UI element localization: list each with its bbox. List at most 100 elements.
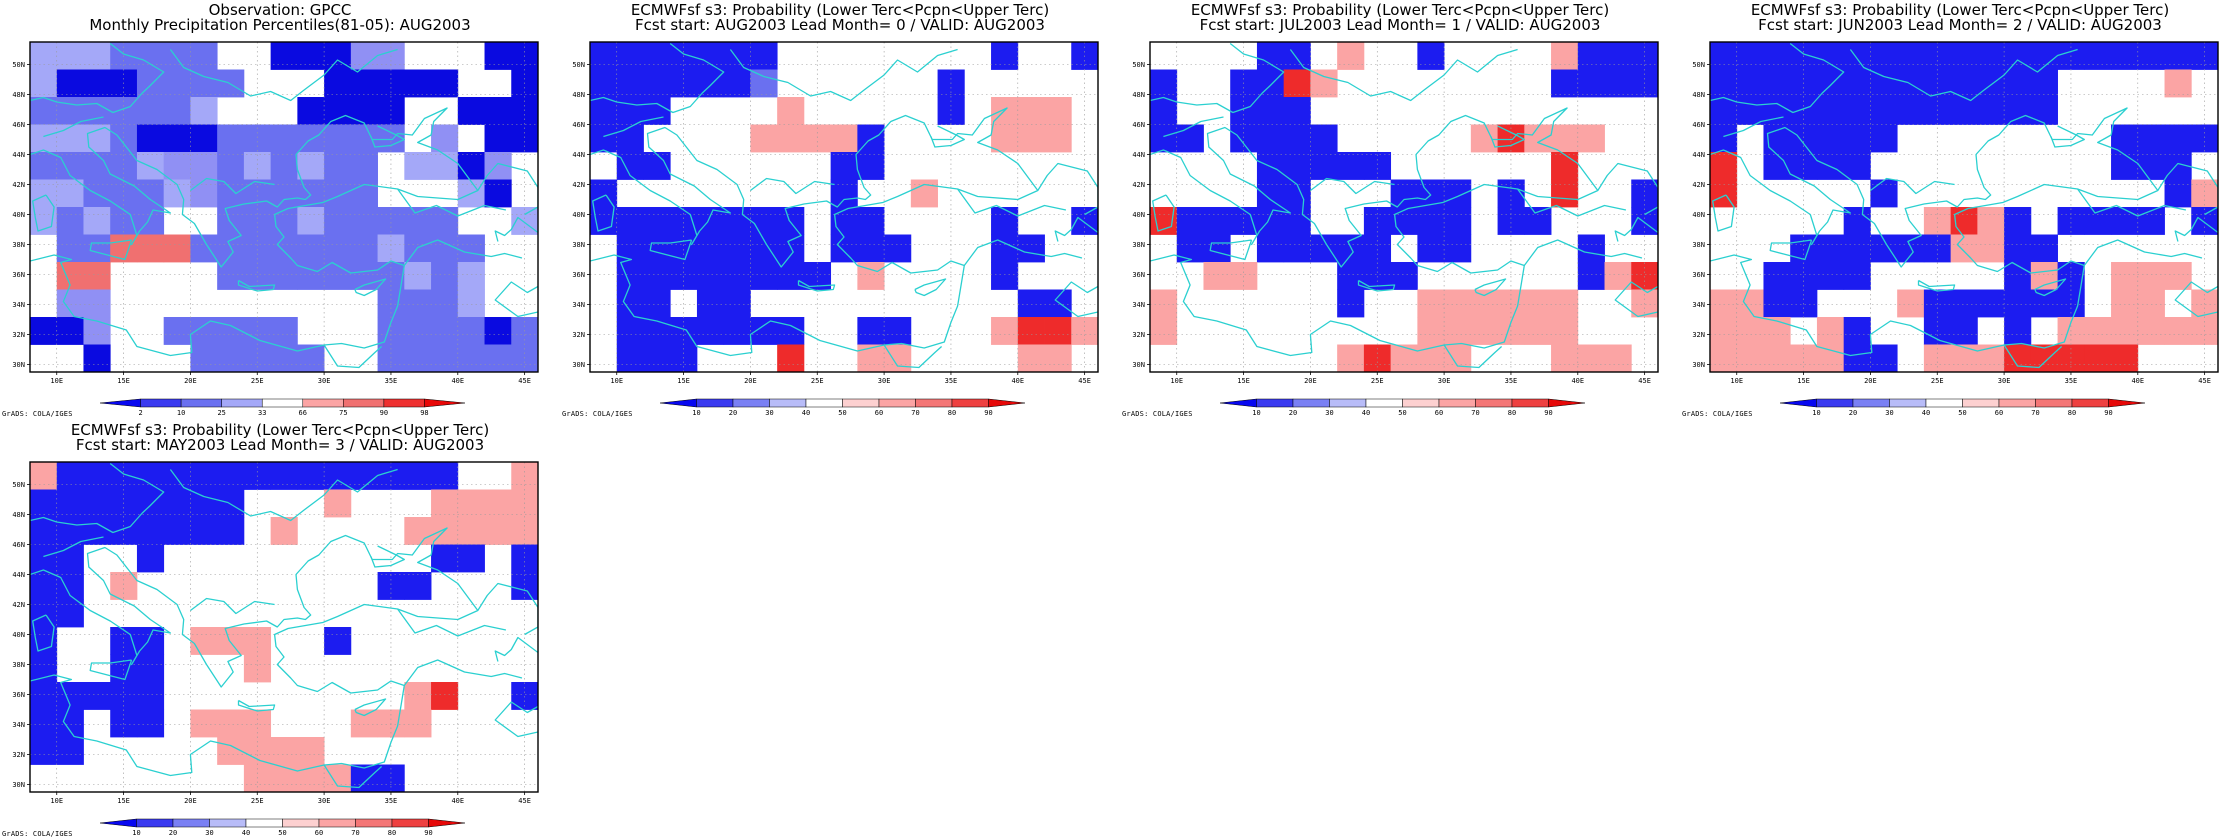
grid-cell bbox=[297, 764, 325, 793]
map-frame bbox=[29, 461, 539, 793]
grid-cell bbox=[404, 517, 432, 545]
grid-cell bbox=[1524, 124, 1552, 153]
coastline bbox=[30, 527, 479, 777]
grid-cell bbox=[431, 489, 459, 518]
grid-cell bbox=[2030, 97, 2058, 125]
grid-cell bbox=[1604, 69, 1632, 98]
grads-credit: GrADS: COLA/IGES bbox=[1682, 410, 1753, 418]
color-bar-segment bbox=[302, 398, 344, 408]
lat-label: 36N bbox=[1132, 271, 1145, 279]
grid-cell bbox=[270, 179, 298, 208]
grid-cell bbox=[750, 234, 778, 263]
coastline bbox=[1054, 281, 1098, 318]
grid-cell bbox=[1790, 234, 1818, 263]
grid-cell bbox=[163, 152, 191, 180]
coastline bbox=[750, 177, 835, 195]
lat-label: 46N bbox=[1692, 121, 1705, 129]
grid-cell bbox=[2137, 317, 2165, 345]
color-bar-label: 40 bbox=[802, 409, 810, 417]
grid-cell bbox=[136, 69, 165, 98]
lat-label: 36N bbox=[12, 271, 25, 279]
grid-cell bbox=[484, 344, 512, 373]
color-bar-segment bbox=[391, 818, 429, 828]
grid-cell bbox=[1816, 344, 1845, 373]
grid-cell bbox=[136, 462, 165, 490]
grid-cell bbox=[324, 124, 352, 153]
grid-cell bbox=[2111, 152, 2139, 180]
lat-label: 38N bbox=[572, 241, 585, 249]
grid-cell bbox=[1790, 152, 1818, 180]
color-bar-label: 10 bbox=[132, 829, 140, 837]
grid-cell bbox=[2030, 42, 2058, 70]
grid-cell bbox=[1497, 124, 1525, 153]
coastline bbox=[1490, 125, 1525, 148]
grid-cell bbox=[2030, 262, 2058, 290]
grid-cell bbox=[431, 317, 459, 345]
grid-cell bbox=[270, 344, 298, 373]
lon-label: 25E bbox=[1371, 377, 1384, 385]
grid-cell bbox=[1150, 289, 1178, 318]
grid-cell bbox=[1816, 317, 1845, 345]
grid-cell bbox=[696, 317, 725, 345]
lat-label: 40N bbox=[1692, 211, 1705, 219]
color-bar-cap bbox=[1548, 398, 1586, 408]
grid-cell bbox=[884, 344, 912, 373]
grid-cell bbox=[991, 234, 1019, 263]
grid-cell bbox=[643, 344, 671, 373]
lat-label: 50N bbox=[12, 61, 25, 69]
lon-label: 15E bbox=[677, 377, 690, 385]
grid-cell bbox=[1283, 124, 1311, 153]
grid-cell bbox=[163, 97, 191, 125]
grid-cell bbox=[270, 152, 298, 180]
grid-cell bbox=[616, 234, 644, 263]
grid-cell bbox=[30, 709, 58, 738]
color-bar-segment bbox=[221, 398, 263, 408]
coastline bbox=[1614, 281, 1658, 318]
grid-cell bbox=[2191, 124, 2219, 153]
grid-cell bbox=[350, 152, 378, 180]
lat-label: 34N bbox=[12, 721, 25, 729]
color-bar-label: 70 bbox=[911, 409, 919, 417]
grid-cell bbox=[297, 152, 325, 180]
precipitation-map: 50N 48N 46N 44N 42N 40N 38N 36N 34N 32N 30N 10E 15E 2… bbox=[12, 461, 539, 837]
grid-cell bbox=[1843, 234, 1871, 263]
lat-label: 34N bbox=[12, 301, 25, 309]
lat-label: 34N bbox=[1132, 301, 1145, 309]
coastline bbox=[89, 239, 133, 261]
lat-label: 44N bbox=[12, 151, 25, 159]
coastline bbox=[169, 48, 398, 102]
lon-label: 40E bbox=[1011, 377, 1024, 385]
grid-cell bbox=[1150, 97, 1178, 125]
grid-cell bbox=[217, 179, 245, 208]
coastline bbox=[1614, 216, 1658, 242]
grid-cell bbox=[1736, 289, 1764, 318]
lat-label: 30N bbox=[1132, 361, 1145, 369]
grid-cell bbox=[484, 517, 512, 545]
grid-cell bbox=[643, 42, 671, 70]
lon-label: 45E bbox=[1638, 377, 1651, 385]
grid-cell bbox=[750, 262, 778, 290]
grid-cell bbox=[857, 152, 885, 180]
color-bar-segment bbox=[180, 398, 222, 408]
grid-cell bbox=[1363, 234, 1392, 263]
coastline bbox=[1870, 177, 1955, 195]
grid-cell bbox=[350, 69, 378, 98]
grid-cell bbox=[2111, 317, 2139, 345]
grid-cell bbox=[136, 654, 165, 683]
color-bar-cap bbox=[659, 398, 697, 408]
grid-cell bbox=[2191, 179, 2219, 208]
color-bar-label: 10 bbox=[1812, 409, 1820, 417]
lat-label: 48N bbox=[1132, 91, 1145, 99]
grid-cell bbox=[1736, 42, 1764, 70]
grid-cell bbox=[616, 207, 644, 235]
grid-cell bbox=[136, 517, 165, 545]
lat-label: 32N bbox=[572, 331, 585, 339]
grid-cell bbox=[1256, 179, 1285, 208]
lon-label: 30E bbox=[1438, 377, 1451, 385]
map-frame bbox=[589, 41, 1099, 373]
grid-cell bbox=[190, 489, 218, 518]
lon-label: 45E bbox=[518, 377, 531, 385]
grid-cell bbox=[83, 489, 111, 518]
coastline bbox=[1710, 42, 1845, 114]
grid-cell bbox=[56, 42, 84, 70]
